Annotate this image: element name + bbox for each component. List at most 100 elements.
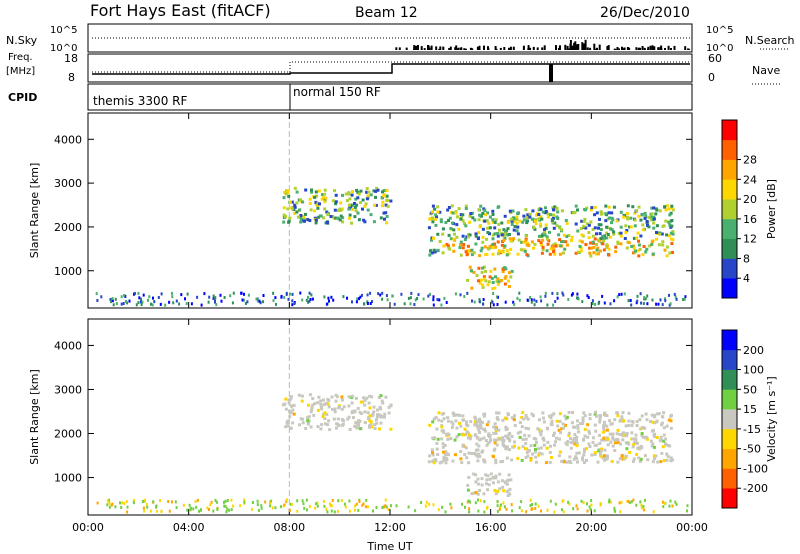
range-cell xyxy=(487,483,491,487)
range-cell xyxy=(440,303,443,307)
range-cell xyxy=(379,293,382,297)
range-cell xyxy=(659,298,662,302)
range-cell xyxy=(639,234,643,238)
range-cell xyxy=(603,448,607,452)
range-cell xyxy=(599,452,602,456)
range-cell xyxy=(474,473,478,477)
range-cell xyxy=(442,412,446,415)
freq-trace xyxy=(92,61,690,73)
colorbar-swatch xyxy=(722,199,737,220)
range-cell xyxy=(588,417,592,421)
range-cell xyxy=(591,299,594,303)
noise-panel xyxy=(87,23,693,53)
range-cell xyxy=(653,421,657,425)
range-cell xyxy=(472,271,476,274)
range-cell xyxy=(483,219,487,223)
range-cell xyxy=(534,460,538,464)
range-cell xyxy=(359,189,363,193)
range-cell xyxy=(668,293,670,297)
range-cell xyxy=(474,232,478,236)
range-cell xyxy=(549,456,553,459)
range-cell xyxy=(361,207,364,211)
range-cell xyxy=(595,248,599,252)
range-cell xyxy=(526,241,530,245)
range-cell xyxy=(567,431,571,435)
range-cell xyxy=(531,414,535,418)
range-cell xyxy=(428,217,432,221)
nsearch-bar xyxy=(503,47,506,50)
range-cell xyxy=(373,203,377,207)
range-cell xyxy=(665,458,669,462)
range-cell xyxy=(491,209,495,213)
range-cell xyxy=(111,299,114,303)
range-cell xyxy=(111,502,114,506)
range-cell xyxy=(579,227,583,231)
range-cell xyxy=(660,451,664,455)
range-cell xyxy=(635,503,638,507)
range-cell xyxy=(655,419,659,423)
range-cell xyxy=(494,458,498,462)
range-cell xyxy=(354,209,358,213)
range-cell xyxy=(561,508,563,512)
range-cell xyxy=(619,442,622,446)
range-cell xyxy=(308,201,312,205)
range-cell xyxy=(589,254,593,258)
range-cell xyxy=(474,448,478,452)
range-cell xyxy=(365,190,369,194)
range-cell xyxy=(543,228,546,232)
range-cell xyxy=(446,416,450,420)
range-cell xyxy=(624,441,628,445)
range-cell xyxy=(333,510,336,514)
range-cell xyxy=(661,415,665,419)
range-cell xyxy=(466,488,470,492)
range-cell xyxy=(595,243,598,246)
range-cell xyxy=(444,221,448,224)
range-cell xyxy=(618,419,622,423)
range-cell xyxy=(368,414,372,418)
range-cell xyxy=(537,447,540,451)
range-cell xyxy=(286,207,290,211)
range-cell xyxy=(496,509,499,513)
range-cell xyxy=(310,188,313,192)
range-cell xyxy=(505,417,509,421)
nave-label: Nave xyxy=(752,64,780,77)
range-cell xyxy=(669,419,673,423)
range-cell xyxy=(470,286,474,290)
range-cell xyxy=(489,472,493,476)
range-cell xyxy=(470,492,474,496)
range-cell xyxy=(282,213,286,217)
range-cell xyxy=(475,420,479,424)
range-cell xyxy=(491,252,495,256)
range-cell xyxy=(636,294,639,298)
range-cell xyxy=(562,460,566,464)
range-cell xyxy=(167,500,170,503)
range-cell xyxy=(618,433,622,436)
freq-label-line2: [MHz] xyxy=(6,66,35,77)
range-cell xyxy=(373,423,377,427)
nsearch-bar xyxy=(566,45,569,50)
range-cell xyxy=(451,422,455,426)
range-cell xyxy=(280,505,282,509)
range-cell xyxy=(470,269,473,273)
range-cell xyxy=(560,240,563,244)
range-cell xyxy=(587,296,590,299)
range-cell xyxy=(373,427,377,430)
range-cell xyxy=(450,425,454,429)
range-cell xyxy=(527,449,531,453)
range-cell xyxy=(552,412,556,416)
range-cell xyxy=(293,302,296,305)
range-cell xyxy=(613,449,617,452)
range-cell xyxy=(551,206,555,210)
range-cell xyxy=(643,426,647,430)
range-cell xyxy=(608,216,611,220)
range-cell xyxy=(580,219,584,223)
date-label: 26/Dec/2010 xyxy=(600,5,690,21)
range-cell xyxy=(310,408,314,412)
range-cell xyxy=(585,206,589,210)
range-cell xyxy=(563,414,567,418)
range-cell xyxy=(203,292,206,296)
range-cell xyxy=(459,457,463,461)
range-cell xyxy=(446,419,450,423)
range-cell xyxy=(324,196,328,200)
range-cell xyxy=(375,418,378,422)
